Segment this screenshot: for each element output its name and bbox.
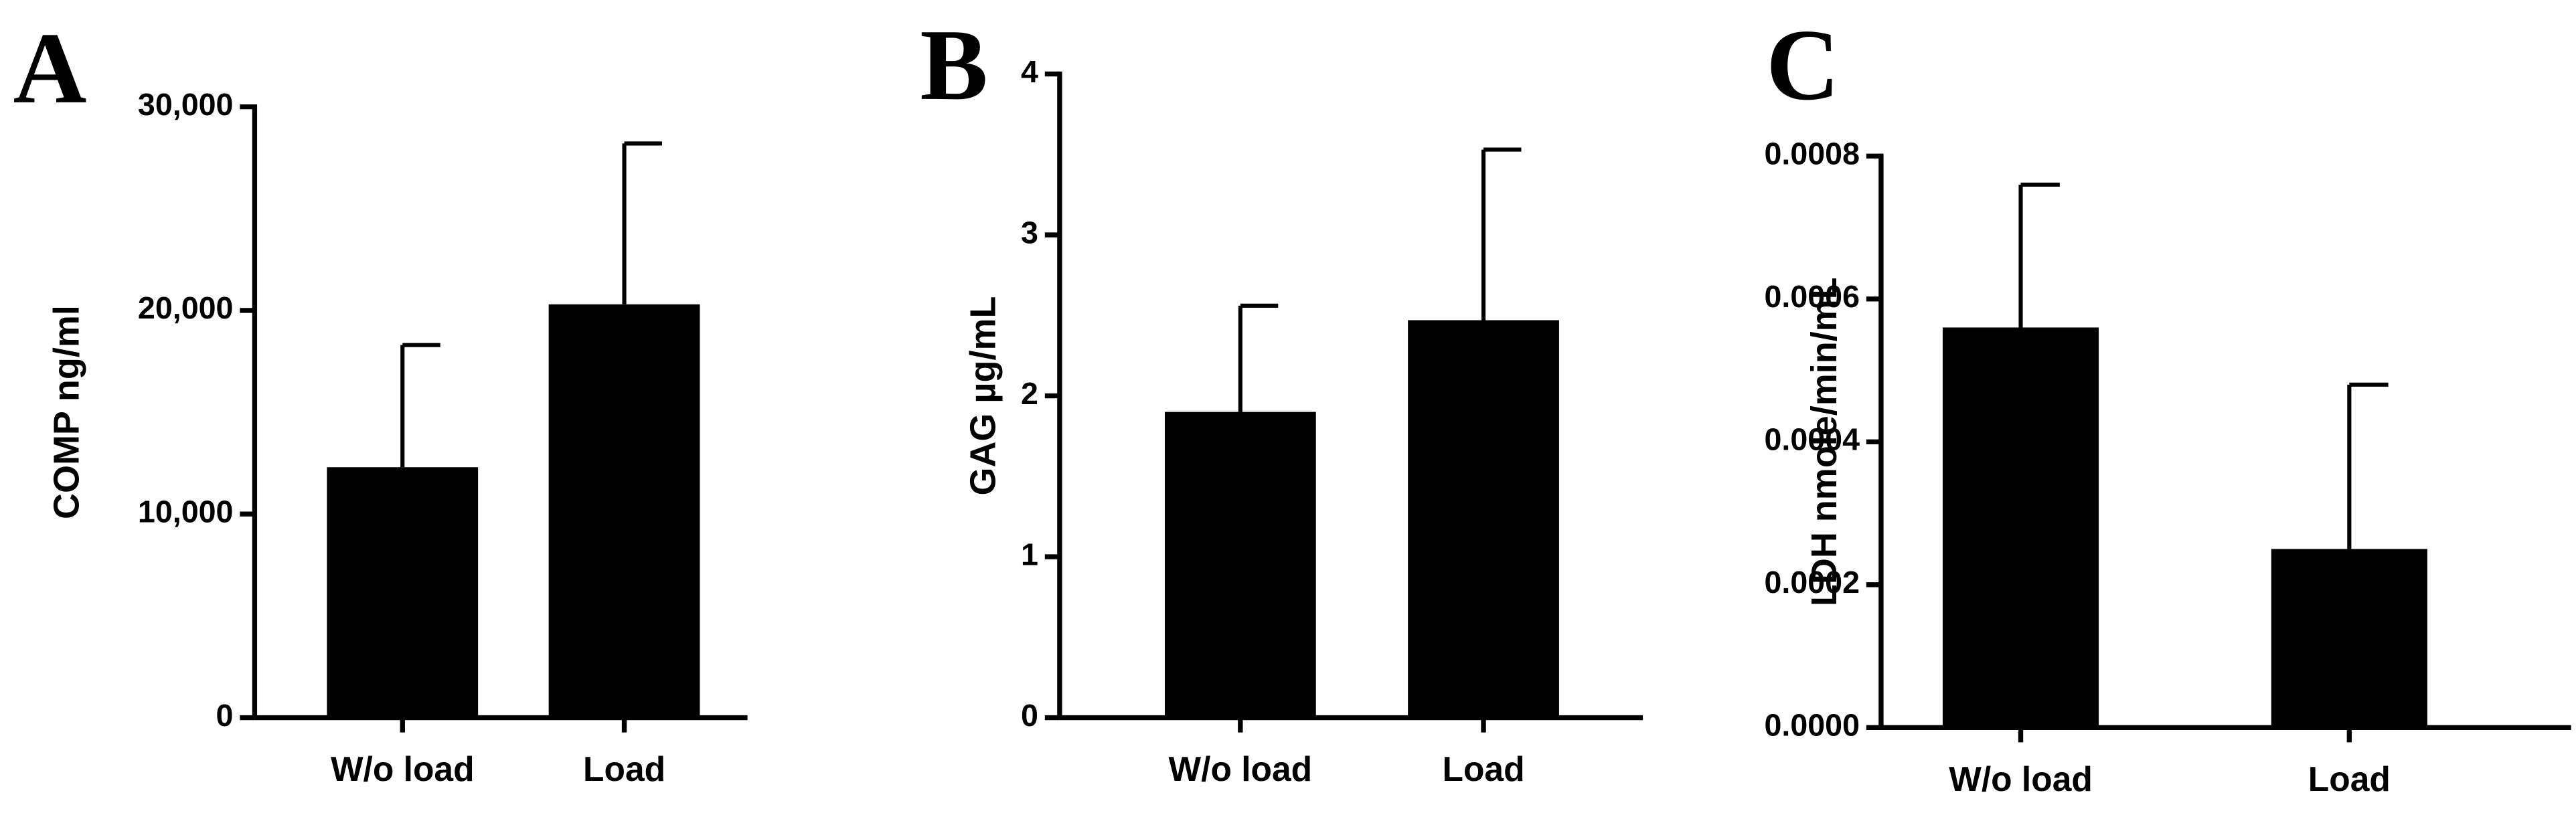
y-tick-label: 0 bbox=[1021, 698, 1038, 733]
panel-label: C bbox=[1766, 8, 1840, 121]
y-tick-label: 2 bbox=[1021, 376, 1038, 411]
y-tick-label: 0.0002 bbox=[1764, 565, 1860, 600]
y-tick-label: 0.0000 bbox=[1764, 708, 1860, 743]
bar bbox=[1942, 327, 2099, 728]
panel-label: B bbox=[920, 8, 987, 121]
bar bbox=[1164, 412, 1316, 718]
y-tick-label: 4 bbox=[1021, 54, 1038, 89]
x-tick-label: Load bbox=[583, 749, 665, 788]
x-tick-label: W/o load bbox=[331, 749, 475, 788]
x-tick-label: Load bbox=[1443, 749, 1525, 788]
x-tick-label: Load bbox=[2308, 759, 2391, 798]
y-tick-label: 30,000 bbox=[138, 87, 234, 122]
panel-label: A bbox=[13, 11, 87, 124]
y-axis-label: COMP ng/ml bbox=[46, 305, 86, 519]
x-tick-label: W/o load bbox=[1949, 759, 2093, 798]
bar bbox=[548, 304, 700, 718]
bar bbox=[2271, 549, 2427, 728]
bar bbox=[327, 467, 479, 718]
y-tick-label: 3 bbox=[1021, 215, 1038, 250]
y-tick-label: 10,000 bbox=[138, 494, 234, 529]
y-axis-label: GAG µg/mL bbox=[963, 296, 1003, 496]
y-tick-label: 20,000 bbox=[138, 290, 234, 325]
y-axis-label: LDH nmole/min/mL bbox=[1804, 277, 1844, 606]
bar bbox=[1408, 320, 1559, 718]
y-tick-label: 1 bbox=[1021, 537, 1038, 571]
y-tick-label: 0.0004 bbox=[1764, 422, 1860, 457]
y-tick-label: 0.0006 bbox=[1764, 279, 1860, 314]
x-tick-label: W/o load bbox=[1169, 749, 1313, 788]
y-tick-label: 0.0008 bbox=[1764, 137, 1860, 171]
y-tick-label: 0 bbox=[216, 698, 234, 733]
